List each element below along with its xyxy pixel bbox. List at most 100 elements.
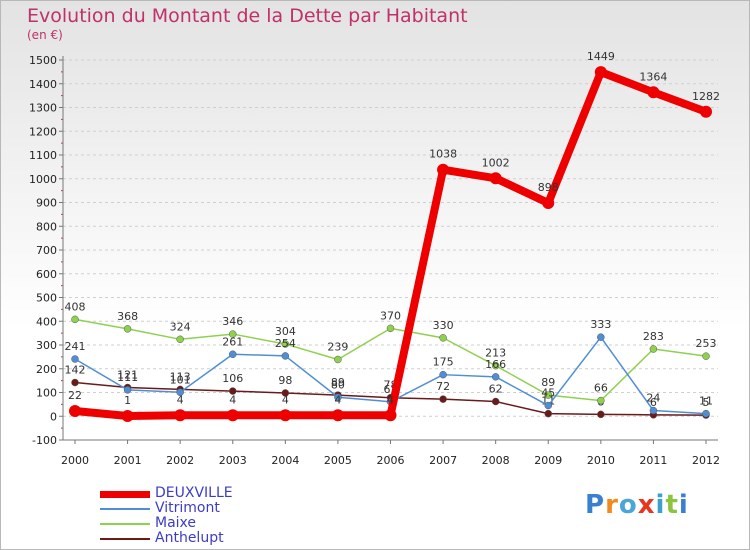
legend-label: Maixe (155, 515, 197, 531)
data-point (594, 66, 607, 79)
data-point (281, 389, 290, 397)
y-tick-label: 800 (36, 220, 57, 233)
data-label: 408 (65, 300, 86, 313)
data-point (489, 172, 502, 185)
y-tick-label: 0 (50, 410, 57, 423)
x-tick-label: 2012 (692, 454, 720, 467)
data-point (439, 334, 447, 342)
x-tick-label: 2004 (271, 454, 299, 467)
logo-letter: i (655, 490, 666, 520)
data-point (229, 387, 237, 395)
data-point (700, 105, 712, 118)
data-label: 24 (646, 392, 660, 405)
data-point (439, 395, 447, 403)
legend-label: DEUXVILLE (155, 485, 233, 501)
data-point (281, 352, 290, 360)
data-label: 98 (278, 374, 292, 387)
x-tick-label: 2006 (377, 454, 405, 467)
legend-swatch (100, 490, 150, 498)
y-tick-label: -100 (32, 434, 57, 447)
x-tick-label: 2007 (429, 454, 457, 467)
y-tick-label: 1500 (29, 54, 57, 67)
data-label: 121 (117, 369, 138, 382)
data-label: 346 (222, 315, 243, 328)
data-label: 72 (436, 380, 450, 393)
data-point (334, 355, 342, 364)
data-label: 106 (222, 372, 243, 385)
y-tick-label: 900 (36, 197, 57, 210)
x-tick-label: 2001 (114, 454, 142, 467)
data-point (226, 409, 239, 422)
data-label: 368 (117, 310, 138, 323)
data-point (384, 409, 397, 422)
data-label: 213 (485, 347, 506, 360)
logo-letter: x (637, 490, 656, 520)
data-point (123, 386, 132, 394)
y-tick-label: 1000 (29, 173, 57, 186)
data-label: 4 (334, 393, 341, 406)
data-point (69, 405, 81, 418)
data-point (649, 345, 658, 353)
data-label: 62 (489, 383, 503, 396)
data-label: 142 (65, 364, 86, 377)
data-point (174, 409, 187, 422)
data-point (544, 401, 552, 410)
logo-letter: i (678, 490, 689, 520)
data-label: 1038 (429, 148, 457, 161)
data-point (71, 378, 79, 387)
data-label: 89 (541, 376, 555, 389)
data-label: 22 (68, 389, 82, 402)
logo-letter: P (585, 490, 606, 520)
data-label: 1002 (482, 156, 510, 169)
y-tick-label: 1400 (29, 78, 57, 91)
data-point (491, 361, 500, 370)
data-label: 113 (170, 370, 191, 383)
data-label: 1282 (692, 90, 720, 103)
data-point (334, 393, 342, 401)
legend-swatch (100, 523, 150, 525)
x-tick-label: 2002 (166, 454, 194, 467)
data-label: 1449 (587, 50, 615, 63)
data-label: 1364 (639, 70, 667, 83)
data-point (279, 409, 292, 422)
data-label: 166 (485, 358, 506, 371)
logo-letter: o (618, 490, 638, 520)
legend-label: Vitrimont (155, 500, 220, 516)
y-tick-label: 300 (36, 339, 57, 352)
data-label: 239 (327, 340, 348, 353)
data-label: 324 (170, 320, 191, 333)
data-point (121, 410, 134, 423)
x-tick-label: 2003 (219, 454, 247, 467)
y-tick-label: 700 (36, 244, 57, 257)
data-label: 4 (282, 393, 289, 406)
chart-title: Evolution du Montant de la Dette par Hab… (27, 5, 468, 27)
data-label: 241 (65, 340, 86, 353)
data-label: 4 (229, 393, 236, 406)
data-point (386, 324, 395, 333)
data-label: 175 (433, 356, 454, 369)
data-point (123, 325, 132, 333)
data-label: 101 (170, 373, 191, 386)
legend-swatch (100, 508, 150, 510)
x-tick-label: 2009 (534, 454, 562, 467)
legend-swatch (100, 538, 150, 540)
data-point (647, 86, 660, 99)
data-point (597, 396, 605, 405)
data-label: 4 (177, 393, 184, 406)
data-label: 1 (124, 394, 131, 407)
logo-letter: t (665, 490, 679, 520)
data-point (176, 388, 184, 397)
series-line (71, 68, 710, 421)
x-tick-label: 2000 (61, 454, 89, 467)
legend-label: Anthelupt (155, 530, 224, 546)
data-label: 66 (594, 382, 608, 395)
data-point (597, 410, 605, 419)
chart-subtitle: (en €) (27, 28, 63, 42)
x-tick-label: 2005 (324, 454, 352, 467)
data-point (229, 350, 237, 359)
data-label: 330 (433, 319, 454, 332)
data-point (491, 397, 500, 406)
data-label: 283 (643, 330, 664, 343)
data-label: 111 (117, 371, 138, 384)
